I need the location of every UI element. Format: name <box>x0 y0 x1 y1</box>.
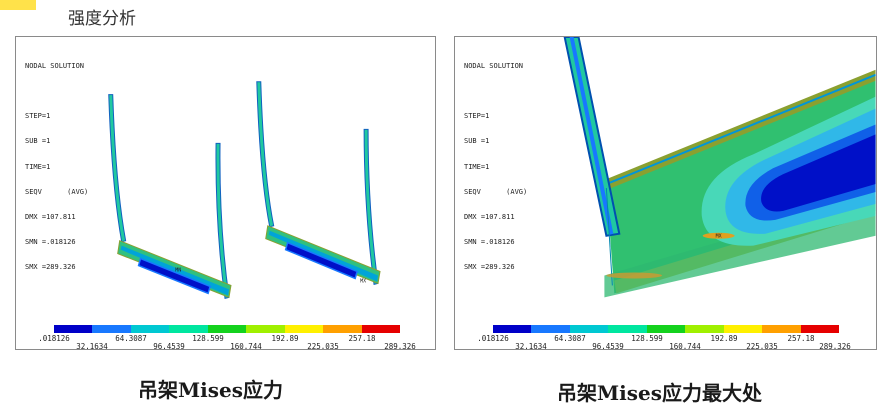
readout-line: NODAL SOLUTION <box>25 61 85 70</box>
legend-swatch <box>207 325 247 333</box>
right-legend-labels: .018126 32.1634 64.3087 96.4539 128.599 … <box>455 334 876 350</box>
legend-swatch <box>762 325 801 333</box>
hanger-1-min-marker: MN <box>175 267 181 273</box>
left-contour-legend <box>54 325 400 333</box>
readout-line: SUB =1 <box>464 137 490 146</box>
right-caption: 吊架Mises应力最大处 <box>557 381 762 405</box>
low-stress-zone <box>761 134 876 212</box>
legend-label: 289.326 <box>384 342 416 350</box>
legend-label: 32.1634 <box>515 342 547 350</box>
readout-line: DMX =107.811 <box>464 213 515 222</box>
legend-swatch <box>361 325 400 333</box>
hanger-2-web <box>268 230 379 282</box>
hanger-arm-core <box>569 37 614 235</box>
legend-label: 160.744 <box>230 342 262 350</box>
hanger-2-right-arm <box>363 128 379 286</box>
readout-line: SEQV (AVG) <box>464 187 528 196</box>
readout-line: DMX =107.811 <box>25 213 76 222</box>
right-contour-legend <box>493 325 839 333</box>
max-stress-hotspot-edge <box>606 272 663 279</box>
readout-line: TIME=1 <box>464 162 490 171</box>
readout-line: NODAL SOLUTION <box>464 61 524 70</box>
hanger-2-max-marker: MX <box>360 278 366 284</box>
legend-swatch <box>246 325 285 333</box>
legend-swatch <box>569 325 609 333</box>
legend-label: 192.89 <box>271 334 299 343</box>
legend-swatch <box>685 325 724 333</box>
right-result-panel: MX NODAL SOLUTION STEP=1 SUB =1 TIME=1 S… <box>454 36 877 350</box>
right-model-view: MX <box>563 37 876 298</box>
hanger-2-left-arm <box>256 81 275 228</box>
hanger-1-low-stress-zone <box>137 257 212 295</box>
legend-swatch <box>54 325 93 333</box>
corner-edge <box>605 188 613 286</box>
legend-swatch <box>723 325 763 333</box>
readout-line: SMX =289.326 <box>25 263 76 272</box>
readout-line: STEP=1 <box>25 112 51 121</box>
readout-line: TIME=1 <box>25 162 51 171</box>
readout-line: SMN =.018126 <box>25 238 76 247</box>
hanger-1-left-arm <box>108 94 127 243</box>
readout-line: STEP=1 <box>464 112 490 121</box>
top-flange-edge <box>606 73 876 185</box>
readout-line <box>25 87 88 95</box>
readout-line: SEQV (AVG) <box>25 187 89 196</box>
hanger-2-low-stress-zone <box>284 241 359 280</box>
legend-label: .018126 <box>38 334 70 343</box>
legend-swatch <box>169 325 208 333</box>
legend-label: 257.18 <box>787 334 815 343</box>
max-stress-hotspot <box>702 232 735 239</box>
left-caption: 吊架Mises应力 <box>138 378 283 402</box>
legend-swatch <box>646 325 686 333</box>
legend-swatch <box>800 325 839 333</box>
legend-swatch <box>92 325 131 333</box>
legend-swatch <box>493 325 532 333</box>
max-marker: MX <box>716 234 722 240</box>
zoomed-corner-model: MX <box>563 37 876 298</box>
legend-label: 96.4539 <box>153 342 185 350</box>
legend-label: 225.035 <box>307 342 339 350</box>
left-model-view: MN MX <box>108 81 381 299</box>
slide-accent-tab <box>0 0 36 10</box>
legend-label: 128.599 <box>631 334 663 343</box>
slide-heading: 强度分析 <box>68 9 136 29</box>
readout-line: SMX =289.326 <box>464 263 515 272</box>
legend-label: .018126 <box>477 334 509 343</box>
legend-label: 160.744 <box>669 342 701 350</box>
hanger-1-right-arm <box>215 142 230 299</box>
left-legend-labels: .018126 32.1634 64.3087 96.4539 128.599 … <box>16 334 435 350</box>
legend-label: 192.89 <box>710 334 738 343</box>
legend-label: 289.326 <box>819 342 851 350</box>
hanger-unit-1: MN <box>108 94 232 299</box>
legend-label: 32.1634 <box>76 342 108 350</box>
left-solution-readout: NODAL SOLUTION STEP=1 SUB =1 TIME=1 SEQV… <box>25 45 88 289</box>
readout-line: SUB =1 <box>25 137 51 146</box>
legend-swatch <box>284 325 324 333</box>
legend-label: 257.18 <box>348 334 376 343</box>
legend-swatch <box>130 325 170 333</box>
readout-line <box>464 87 527 95</box>
legend-swatch <box>608 325 647 333</box>
right-solution-readout: NODAL SOLUTION STEP=1 SUB =1 TIME=1 SEQV… <box>464 45 527 289</box>
left-result-panel: MN MX NODAL SOLUTION STEP=1 SUB =1 TIME=… <box>15 36 436 350</box>
legend-swatch <box>323 325 362 333</box>
legend-label: 96.4539 <box>592 342 624 350</box>
readout-line: SMN =.018126 <box>464 238 515 247</box>
legend-label: 64.3087 <box>115 334 147 343</box>
legend-label: 64.3087 <box>554 334 586 343</box>
hanger-unit-2: MX <box>256 81 381 286</box>
legend-label: 128.599 <box>192 334 224 343</box>
legend-label: 225.035 <box>746 342 778 350</box>
legend-swatch <box>531 325 570 333</box>
